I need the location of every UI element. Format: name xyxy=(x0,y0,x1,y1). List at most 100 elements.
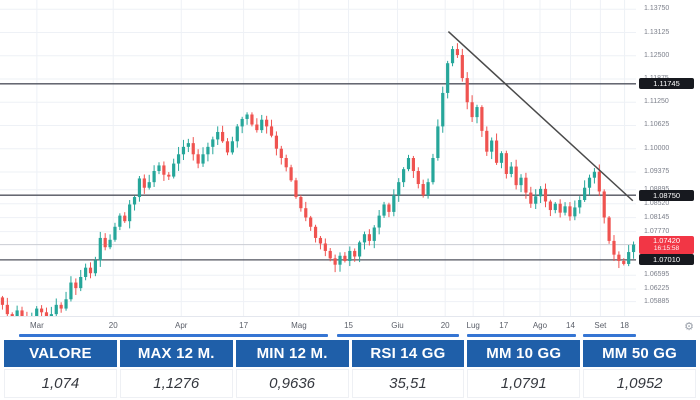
candle-body xyxy=(563,206,567,213)
candle-body xyxy=(431,158,435,183)
y-tick-label: 1.10625 xyxy=(644,121,670,129)
candle-body xyxy=(137,178,142,198)
table-header-mm50: MM 50 GG xyxy=(583,340,696,367)
candle-body xyxy=(15,310,19,316)
candle-body xyxy=(211,139,215,147)
candle-body xyxy=(441,92,445,127)
candle-body xyxy=(362,234,367,243)
candle-body xyxy=(313,226,318,238)
candlestick-plot[interactable] xyxy=(0,0,636,316)
candle-body xyxy=(93,260,97,274)
candle-body xyxy=(372,227,376,241)
candle-body xyxy=(485,130,489,152)
candle-body xyxy=(113,226,117,240)
candle-body xyxy=(196,154,200,164)
price-axis[interactable]: 1.137501.131251.125001.118751.112501.106… xyxy=(636,0,700,316)
candle-body xyxy=(587,177,592,188)
axis-highlight-bar xyxy=(19,334,328,337)
candle-body xyxy=(128,204,132,222)
level-badge: 1.08750 xyxy=(639,189,694,201)
table-value-valore: 1,074 xyxy=(4,369,117,398)
candle-body xyxy=(617,254,621,261)
x-axis-label: 20 xyxy=(108,321,118,330)
candle-body xyxy=(201,154,205,164)
candle-body xyxy=(602,191,606,218)
candle-body xyxy=(84,267,88,277)
candle-body xyxy=(186,143,190,147)
candle-body xyxy=(162,165,166,175)
x-axis-label: Mag xyxy=(291,321,307,330)
level-badge: 1.07010 xyxy=(639,254,694,266)
candle-body xyxy=(216,131,220,140)
candle-body xyxy=(333,258,337,265)
candle-body xyxy=(123,215,127,222)
candle-body xyxy=(240,118,244,127)
x-axis-label: Apr xyxy=(175,321,188,330)
candle-body xyxy=(274,135,279,149)
candle-body xyxy=(142,178,146,188)
candle-body xyxy=(460,55,464,79)
table-value-min12m: 0,9636 xyxy=(235,369,349,398)
y-tick-label: 1.13750 xyxy=(644,5,670,13)
candle-body xyxy=(568,206,572,217)
stats-table: VALORE MAX 12 M. MIN 12 M. RSI 14 GG MM … xyxy=(4,340,696,398)
x-axis-label: Giu xyxy=(391,321,404,330)
candle-body xyxy=(573,207,577,217)
y-tick-label: 1.09375 xyxy=(644,167,670,175)
candle-body xyxy=(382,204,386,216)
table-value-mm50: 1,0952 xyxy=(583,369,696,398)
candle-body xyxy=(402,169,406,183)
candle-body xyxy=(499,153,504,163)
trendline[interactable] xyxy=(447,31,634,202)
candle-body xyxy=(387,204,391,212)
candle-body xyxy=(132,197,137,205)
candle-body xyxy=(191,143,195,155)
candle-body xyxy=(260,119,264,131)
candle-body xyxy=(416,171,420,185)
candle-body xyxy=(494,140,499,163)
y-tick-label: 1.07770 xyxy=(644,227,670,235)
candle-body xyxy=(309,217,313,227)
candle-body xyxy=(392,195,396,212)
candle-body xyxy=(607,217,611,241)
candle-body xyxy=(631,244,636,253)
y-tick-label: 1.11250 xyxy=(644,98,669,106)
y-tick-label: 1.05885 xyxy=(644,297,670,305)
candle-body xyxy=(103,237,107,248)
time-axis[interactable]: ⚙ Mar 20 Apr 17 Mag 15 Giu 20 Lug 17 Ago 14 Set 18 xyxy=(0,316,700,338)
table-header-min12m: MIN 12 M. xyxy=(235,340,349,367)
candle-body xyxy=(465,78,469,103)
candle-body xyxy=(230,141,234,153)
candle-body xyxy=(323,243,327,251)
candle-body xyxy=(539,188,543,197)
candle-body xyxy=(176,154,181,164)
candle-body xyxy=(88,267,93,274)
candle-body xyxy=(524,177,528,193)
candle-body xyxy=(172,163,176,177)
candle-body xyxy=(59,304,63,309)
settings-icon[interactable]: ⚙ xyxy=(684,321,694,333)
candle-body xyxy=(338,255,342,265)
bar-countdown: 16:15:58 xyxy=(653,244,680,252)
candle-body xyxy=(578,200,582,208)
candle-body xyxy=(79,276,83,289)
y-tick-label: 1.08895 xyxy=(644,186,669,194)
candle-body xyxy=(583,187,587,201)
candle-body xyxy=(250,114,254,125)
x-axis-label: Lug xyxy=(466,321,480,330)
current-price-badge: 1.07420 16:15:58 xyxy=(639,235,694,254)
x-axis-label: 20 xyxy=(440,321,450,330)
candle-body xyxy=(74,282,78,289)
candle-body xyxy=(426,182,430,196)
candle-body xyxy=(118,215,122,227)
y-tick-label: 1.08145 xyxy=(644,213,670,221)
candle-body xyxy=(529,192,533,204)
candle-body xyxy=(225,141,230,153)
x-axis-label: 15 xyxy=(344,321,353,330)
price-chart: 1.137501.131251.125001.118751.112501.106… xyxy=(0,0,700,338)
candle-body xyxy=(10,314,14,316)
x-axis-label: Ago xyxy=(532,321,548,330)
table-header-rsi14: RSI 14 GG xyxy=(351,340,465,367)
candle-body xyxy=(304,208,308,218)
